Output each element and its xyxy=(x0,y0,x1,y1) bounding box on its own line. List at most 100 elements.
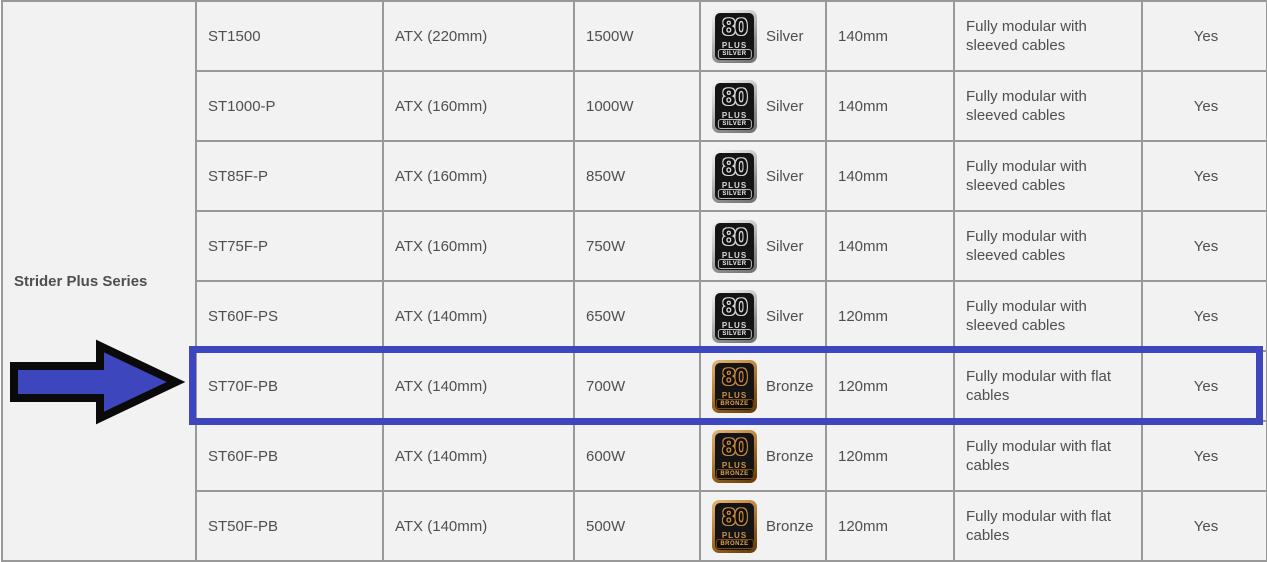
fan-size-cell: 140mm xyxy=(825,140,955,212)
model-cell: ST50F-PB xyxy=(195,490,384,562)
certification-level-label: Silver xyxy=(766,237,804,255)
model-cell: ST60F-PB xyxy=(195,420,384,492)
wattage-cell: 650W xyxy=(573,280,701,352)
certification-cell: 80 PLUS SILVER Silver xyxy=(699,70,827,142)
form-factor-cell: ATX (160mm) xyxy=(382,140,575,212)
badge-level-ribbon: BRONZE xyxy=(715,538,754,549)
80plus-badge-icon: 80 PLUS SILVER xyxy=(712,219,757,273)
modularity-cell: Fully modular with flat cables xyxy=(953,420,1143,492)
certification-cell: 80 PLUS BRONZE Bronze xyxy=(699,350,827,422)
badge-level-ribbon: SILVER xyxy=(717,258,752,269)
badge-level-ribbon: SILVER xyxy=(717,118,752,129)
availability-cell: Yes xyxy=(1141,420,1267,492)
modularity-cell: Fully modular with sleeved cables xyxy=(953,0,1143,72)
fan-size-cell: 140mm xyxy=(825,70,955,142)
table-row: ST60F-PB ATX (140mm) 600W 80 PLUS BRONZE… xyxy=(2,420,1267,492)
certification-cell: 80 PLUS BRONZE Bronze xyxy=(699,420,827,492)
wattage-cell: 600W xyxy=(573,420,701,492)
badge-number-label: 80 xyxy=(722,363,748,391)
availability-cell: Yes xyxy=(1141,490,1267,562)
availability-cell: Yes xyxy=(1141,140,1267,212)
model-cell: ST70F-PB xyxy=(195,350,384,422)
80plus-badge-icon: 80 PLUS SILVER xyxy=(712,149,757,203)
80plus-badge-icon: 80 PLUS SILVER xyxy=(712,9,757,63)
wattage-cell: 750W xyxy=(573,210,701,282)
form-factor-cell: ATX (220mm) xyxy=(382,0,575,72)
certification-level-label: Bronze xyxy=(766,377,814,395)
availability-cell: Yes xyxy=(1141,0,1267,72)
form-factor-cell: ATX (140mm) xyxy=(382,420,575,492)
badge-plus-label: PLUS xyxy=(721,110,748,120)
fan-size-cell: 120mm xyxy=(825,280,955,352)
form-factor-cell: ATX (160mm) xyxy=(382,70,575,142)
badge-level-ribbon: BRONZE xyxy=(715,468,754,479)
badge-number-label: 80 xyxy=(722,223,748,251)
fan-size-cell: 120mm xyxy=(825,350,955,422)
badge-plus-label: PLUS xyxy=(721,250,748,260)
modularity-cell: Fully modular with flat cables xyxy=(953,350,1143,422)
badge-level-ribbon: SILVER xyxy=(717,48,752,59)
80plus-badge-icon: 80 PLUS BRONZE xyxy=(712,359,757,413)
badge-plus-label: PLUS xyxy=(721,320,748,330)
certification-cell: 80 PLUS SILVER Silver xyxy=(699,210,827,282)
certification-level-label: Bronze xyxy=(766,517,814,535)
modularity-cell: Fully modular with sleeved cables xyxy=(953,140,1143,212)
fan-size-cell: 140mm xyxy=(825,210,955,282)
model-cell: ST1500 xyxy=(195,0,384,72)
badge-level-ribbon: SILVER xyxy=(717,188,752,199)
wattage-cell: 850W xyxy=(573,140,701,212)
badge-number-label: 80 xyxy=(722,13,748,41)
badge-level-ribbon: SILVER xyxy=(717,328,752,339)
fan-size-cell: 120mm xyxy=(825,490,955,562)
certification-cell: 80 PLUS BRONZE Bronze xyxy=(699,490,827,562)
badge-number-label: 80 xyxy=(722,503,748,531)
certification-level-label: Silver xyxy=(766,167,804,185)
badge-plus-label: PLUS xyxy=(721,390,748,400)
certification-cell: 80 PLUS SILVER Silver xyxy=(699,280,827,352)
fan-size-cell: 140mm xyxy=(825,0,955,72)
table-row: ST70F-PB ATX (140mm) 700W 80 PLUS BRONZE… xyxy=(2,350,1267,422)
form-factor-cell: ATX (140mm) xyxy=(382,490,575,562)
table-row: ST60F-PS ATX (140mm) 650W 80 PLUS SILVER… xyxy=(2,280,1267,352)
series-cell: Strider Plus Series xyxy=(1,0,197,562)
certification-cell: 80 PLUS SILVER Silver xyxy=(699,140,827,212)
form-factor-cell: ATX (160mm) xyxy=(382,210,575,282)
certification-cell: 80 PLUS SILVER Silver xyxy=(699,0,827,72)
availability-cell: Yes xyxy=(1141,280,1267,352)
badge-number-label: 80 xyxy=(722,293,748,321)
modularity-cell: Fully modular with flat cables xyxy=(953,490,1143,562)
badge-plus-label: PLUS xyxy=(721,180,748,190)
badge-plus-label: PLUS xyxy=(721,530,748,540)
certification-level-label: Silver xyxy=(766,97,804,115)
model-cell: ST60F-PS xyxy=(195,280,384,352)
80plus-badge-icon: 80 PLUS SILVER xyxy=(712,289,757,343)
certification-level-label: Bronze xyxy=(766,447,814,465)
80plus-badge-icon: 80 PLUS SILVER xyxy=(712,79,757,133)
form-factor-cell: ATX (140mm) xyxy=(382,280,575,352)
wattage-cell: 1500W xyxy=(573,0,701,72)
modularity-cell: Fully modular with sleeved cables xyxy=(953,280,1143,352)
wattage-cell: 500W xyxy=(573,490,701,562)
80plus-badge-icon: 80 PLUS BRONZE xyxy=(712,499,757,553)
badge-number-label: 80 xyxy=(722,153,748,181)
availability-cell: Yes xyxy=(1141,70,1267,142)
model-cell: ST85F-P xyxy=(195,140,384,212)
certification-level-label: Silver xyxy=(766,27,804,45)
certification-level-label: Silver xyxy=(766,307,804,325)
80plus-badge-icon: 80 PLUS BRONZE xyxy=(712,429,757,483)
model-cell: ST75F-P xyxy=(195,210,384,282)
table-row: ST85F-P ATX (160mm) 850W 80 PLUS SILVER … xyxy=(2,140,1267,212)
badge-plus-label: PLUS xyxy=(721,460,748,470)
table-row: ST75F-P ATX (160mm) 750W 80 PLUS SILVER … xyxy=(2,210,1267,282)
availability-cell: Yes xyxy=(1141,210,1267,282)
form-factor-cell: ATX (140mm) xyxy=(382,350,575,422)
table-row: ST1000-P ATX (160mm) 1000W 80 PLUS SILVE… xyxy=(2,70,1267,142)
badge-plus-label: PLUS xyxy=(721,40,748,50)
fan-size-cell: 120mm xyxy=(825,420,955,492)
table-row: ST50F-PB ATX (140mm) 500W 80 PLUS BRONZE… xyxy=(2,490,1267,562)
badge-number-label: 80 xyxy=(722,83,748,111)
